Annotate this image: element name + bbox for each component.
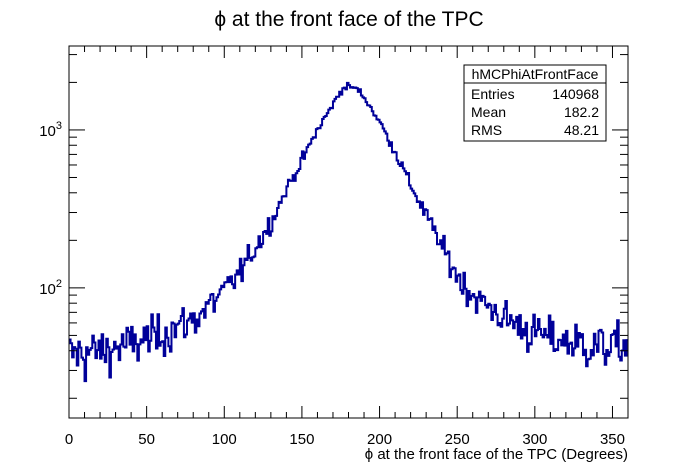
histogram-line	[69, 81, 628, 383]
y-axis-ticks: 102 103	[39, 54, 628, 399]
x-axis-title: ϕ at the front face of the TPC (Degrees)	[365, 446, 628, 463]
x-tick-label: 0	[65, 431, 73, 448]
stats-entries-label: Entries	[471, 86, 515, 102]
y-tick-label: 103	[39, 120, 62, 140]
y-tick-label: 102	[39, 278, 62, 298]
stats-rms-label: RMS	[471, 122, 502, 138]
x-tick-label: 250	[445, 431, 470, 448]
x-tick-label: 200	[367, 431, 392, 448]
x-tick-label: 300	[522, 431, 547, 448]
stats-mean-label: Mean	[471, 104, 506, 120]
x-axis-ticks: 0 50 100 150 200 250 300 350	[65, 46, 629, 448]
stats-mean-value: 182.2	[564, 104, 599, 120]
chart-title: ϕ at the front face of the TPC	[214, 8, 483, 31]
stats-box-frame	[463, 64, 607, 142]
x-tick-label: 100	[212, 431, 237, 448]
stats-box: hMCPhiAtFrontFace Entries 140968 Mean 18…	[463, 64, 607, 142]
stats-entries-value: 140968	[552, 86, 599, 102]
x-tick-label: 150	[289, 431, 314, 448]
histogram-layer	[69, 81, 628, 383]
x-tick-label: 50	[138, 431, 155, 448]
x-tick-label: 350	[600, 431, 625, 448]
stats-box-name: hMCPhiAtFrontFace	[472, 66, 599, 82]
stats-rms-value: 48.21	[564, 122, 599, 138]
